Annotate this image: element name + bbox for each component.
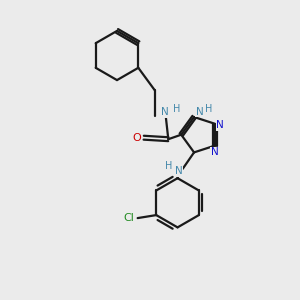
- Text: N: N: [175, 166, 183, 176]
- Text: N: N: [196, 106, 203, 117]
- Text: H: H: [166, 161, 173, 172]
- Text: H: H: [205, 103, 212, 114]
- Text: N: N: [216, 120, 224, 130]
- Text: O: O: [133, 133, 142, 143]
- Text: H: H: [205, 103, 212, 114]
- Text: Cl: Cl: [124, 213, 135, 223]
- Text: H: H: [173, 104, 180, 114]
- Text: N: N: [175, 166, 183, 176]
- Text: N: N: [161, 107, 169, 117]
- Text: N: N: [211, 147, 219, 157]
- Text: H: H: [173, 104, 180, 114]
- Text: O: O: [133, 133, 142, 143]
- Text: N: N: [211, 147, 219, 157]
- Text: N: N: [216, 120, 224, 130]
- Text: N: N: [161, 107, 169, 117]
- Text: H: H: [166, 161, 173, 172]
- Text: Cl: Cl: [124, 213, 135, 223]
- Text: N: N: [196, 106, 203, 117]
